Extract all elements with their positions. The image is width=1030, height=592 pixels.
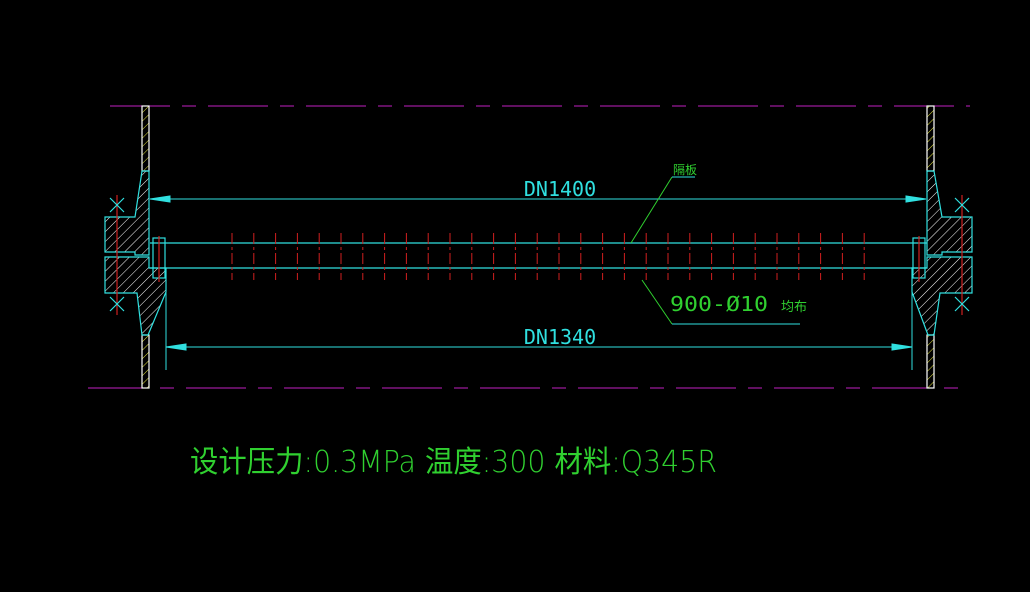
holes-label: 900-Ø10 xyxy=(670,292,768,316)
dim-inner-label: DN1340 xyxy=(524,325,596,349)
baffle-leader xyxy=(630,176,695,244)
holes-note: 均布 xyxy=(781,300,807,315)
dim-outer-label: DN1400 xyxy=(524,177,596,201)
baffle-plate xyxy=(150,236,927,282)
baffle-label: 隔板 xyxy=(673,163,697,177)
left-flange xyxy=(104,105,167,389)
dimension-outer xyxy=(149,195,927,203)
design-spec: 设计压力:0.3MPa 温度:300 材料:Q345R xyxy=(190,445,717,480)
right-flange xyxy=(911,105,973,389)
dimension-inner xyxy=(165,268,913,370)
hole-centerlines xyxy=(231,233,865,280)
holes-leader xyxy=(641,279,800,325)
